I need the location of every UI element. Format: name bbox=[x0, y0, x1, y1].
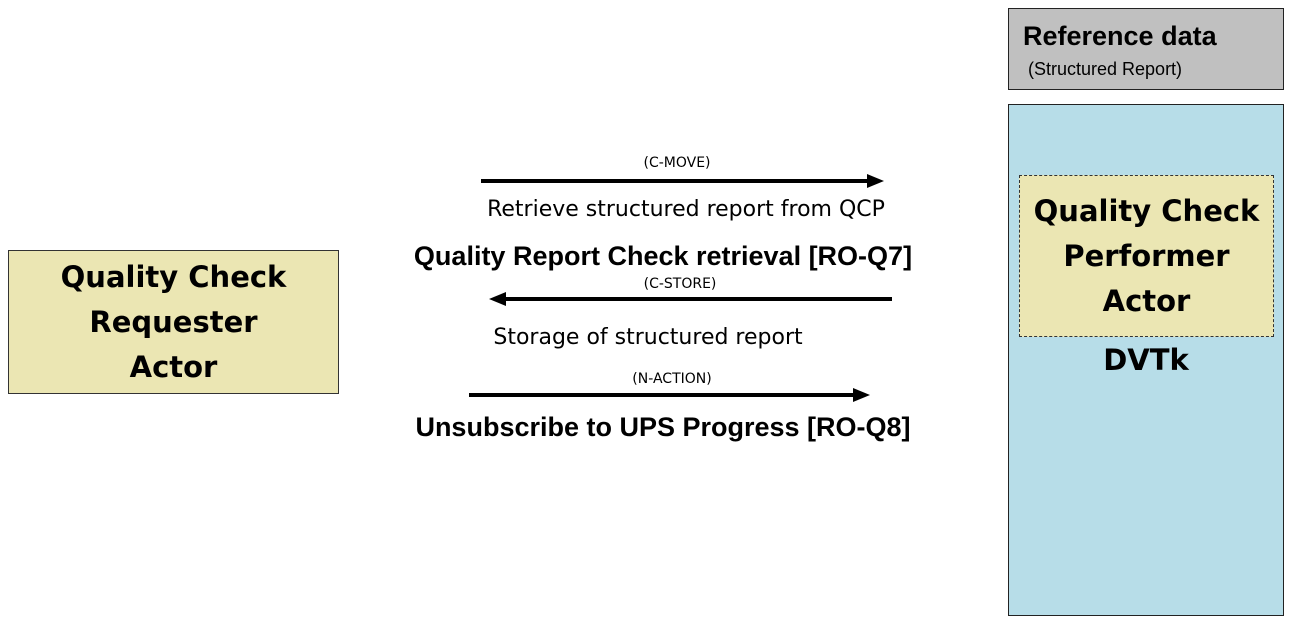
protocol-label-c-move: (C-MOVE) bbox=[643, 155, 711, 171]
transaction-description-storage: Storage of structured report bbox=[493, 325, 803, 350]
protocol-label-n-action: (N-ACTION) bbox=[632, 371, 712, 387]
transaction-description-retrieve: Retrieve structured report from QCP bbox=[487, 197, 885, 222]
arrow-c-store bbox=[489, 292, 892, 306]
reference-data-subtitle: (Structured Report) bbox=[1028, 59, 1183, 79]
performer-label-line-2: Performer bbox=[1063, 238, 1230, 273]
requester-actor-box: Quality Check Requester Actor bbox=[8, 250, 339, 394]
performer-label-line-1: Quality Check bbox=[1033, 193, 1260, 228]
requester-label-line-1: Quality Check bbox=[60, 259, 287, 294]
requester-label-line-2: Requester bbox=[89, 304, 258, 339]
requester-label-line-3: Actor bbox=[129, 349, 218, 384]
protocol-label-c-store: (C-STORE) bbox=[643, 276, 717, 292]
arrow-c-move bbox=[481, 174, 884, 188]
arrow-n-action bbox=[469, 388, 870, 402]
transaction-name-ro-q8: Unsubscribe to UPS Progress [RO-Q8] bbox=[415, 412, 911, 442]
reference-data-title: Reference data bbox=[1023, 21, 1217, 51]
reference-data-box: Reference data (Structured Report) bbox=[1008, 8, 1284, 90]
dvtk-system-label: DVTk bbox=[1103, 343, 1189, 377]
transaction-name-ro-q7: Quality Report Check retrieval [RO-Q7] bbox=[413, 241, 913, 271]
performer-label-line-3: Actor bbox=[1102, 283, 1191, 318]
performer-actor-box: Quality Check Performer Actor bbox=[1019, 175, 1274, 337]
